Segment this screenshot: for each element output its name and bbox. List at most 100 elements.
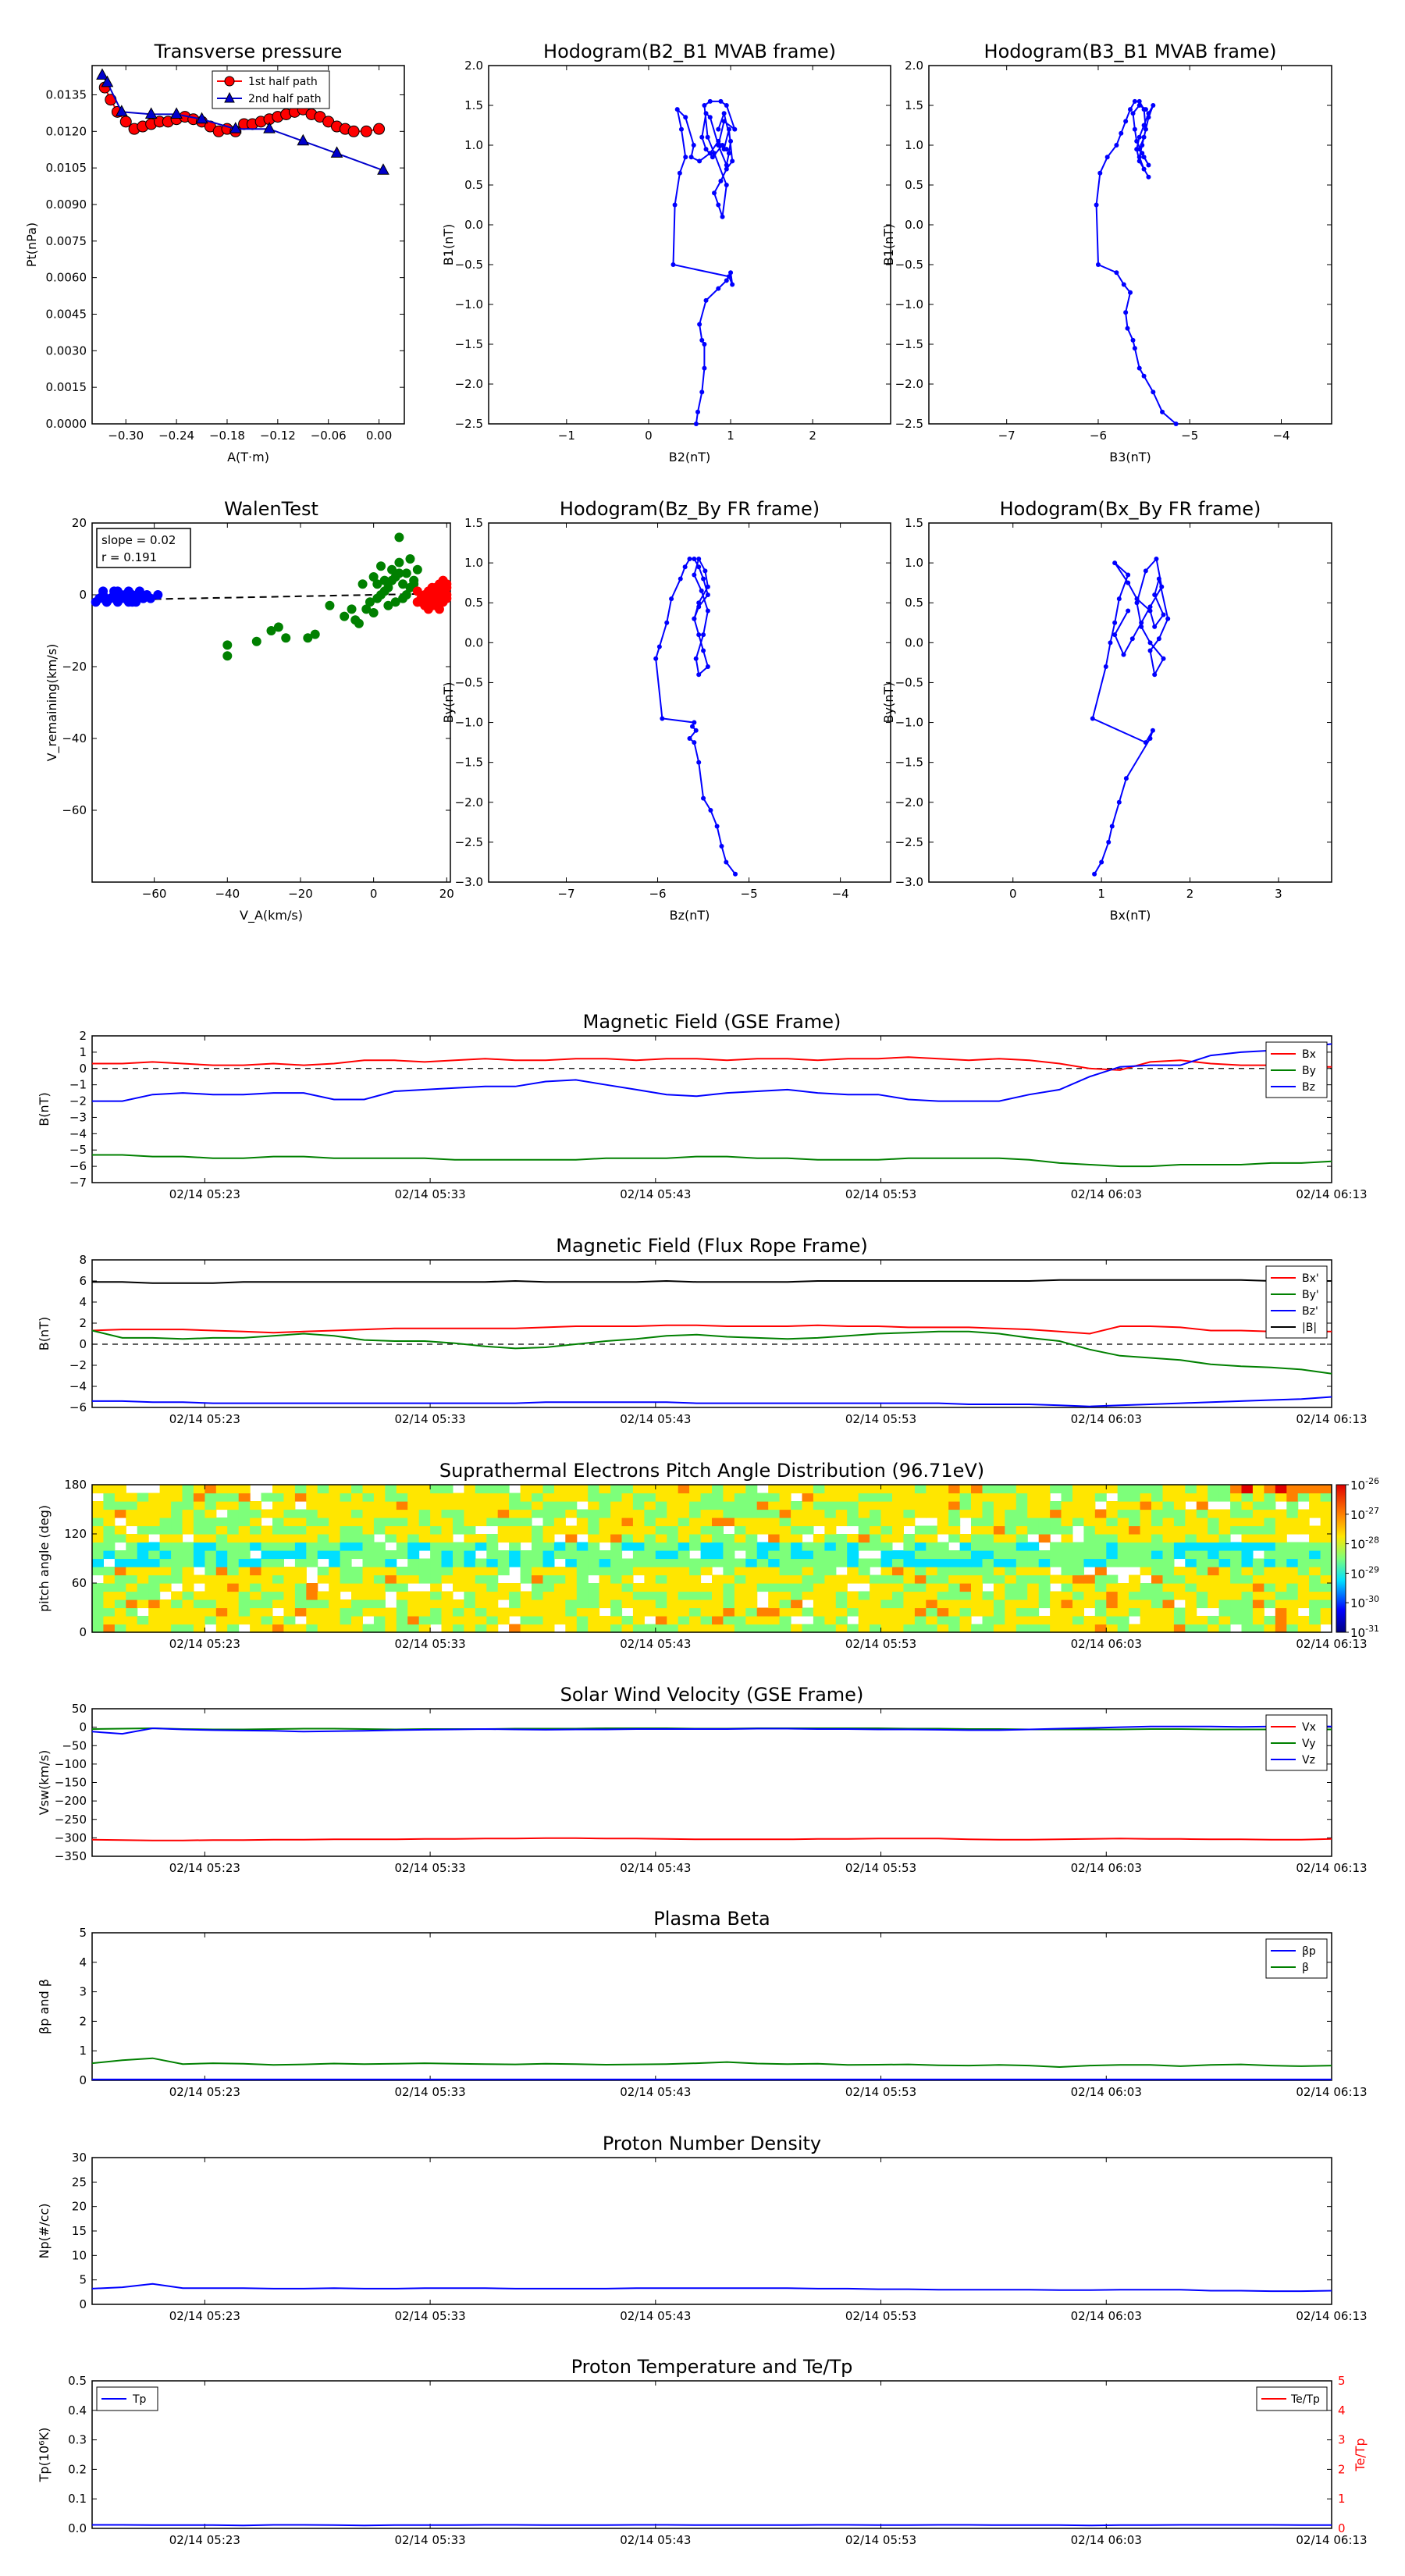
pad-cell [813,1567,825,1576]
hodogram-bx-by-ytick-label: −2.0 [895,795,923,809]
walen-point-series-1 [394,568,404,578]
pad-cell [745,1534,758,1543]
pad-cell [1050,1607,1062,1617]
pad-cell [937,1517,949,1527]
hodogram-b3-b1-point [1128,107,1133,112]
pad-cell [1264,1493,1276,1502]
pad-cell [1151,1591,1163,1600]
hodogram-b3-b1-point [1146,111,1151,116]
pad-cell [103,1550,116,1560]
pad-cell [1162,1591,1175,1600]
pad-cell [768,1542,781,1551]
pad-cell [103,1517,116,1527]
pad-cell [937,1542,949,1551]
pad-cell [1151,1558,1163,1567]
mag-gse-ytick-label: −4 [69,1126,87,1140]
pad-cell [272,1525,284,1535]
pad-cell [1185,1509,1197,1518]
pad-cell [847,1485,859,1494]
pad-cell [137,1558,149,1567]
pad-cell [835,1509,848,1518]
walen-point-series-1 [379,586,389,596]
pad-cell [644,1583,656,1592]
pad-cell [1061,1583,1073,1592]
pad-cell [317,1607,329,1617]
pad-cell [486,1583,499,1592]
pad-cell [227,1583,240,1592]
pad-cell [712,1591,724,1600]
pad-cell [114,1493,126,1502]
pad-cell [542,1574,555,1584]
pad-cell [1252,1599,1264,1609]
pad-cell [509,1624,521,1633]
pad-cell [532,1485,543,1494]
pad-cell [1106,1509,1119,1518]
sw-velocity-ytick-label: −150 [55,1776,87,1790]
pad-cell [745,1517,758,1527]
pad-cell [667,1534,679,1543]
pad-cell [1027,1550,1040,1560]
pad-cell [791,1542,803,1551]
pad-cell [497,1607,510,1617]
pad-cell [813,1607,825,1617]
pad-cell [1297,1493,1310,1502]
pad-cell [948,1591,961,1600]
pad-xtick-label: 02/14 05:33 [394,1637,465,1651]
pad-cell [509,1550,521,1560]
pad-cell [385,1624,397,1633]
mag-fr-ytick-label: 6 [79,1274,87,1288]
pad-cell [1005,1534,1017,1543]
hodogram-bz-by-point [682,564,688,570]
pad-cell [870,1624,882,1633]
pad-cell [824,1574,837,1584]
hodogram-bx-by-point [1112,632,1118,638]
pad-cell [486,1616,499,1625]
pad-cell [114,1616,126,1625]
pad-cell [700,1542,713,1551]
pad-cell [306,1583,318,1592]
pad-cell [340,1493,352,1502]
pad-cell [1297,1517,1310,1527]
pad-cell [914,1599,927,1609]
pad-cell [599,1574,611,1584]
pad-cell [565,1534,578,1543]
hodogram-b2-b1-point [677,170,682,176]
mag-gse-ytick-label: −2 [69,1094,87,1108]
pad-cell [1275,1550,1287,1560]
plasma-beta-ytick-label: 3 [79,1985,87,1999]
hodogram-b2-b1-point [702,365,707,371]
pad-cell [835,1616,848,1625]
pad-cell [407,1525,420,1535]
pad-cell [340,1583,352,1592]
pad-cell [892,1616,904,1625]
pad-cell [1129,1624,1141,1633]
pad-cell [1151,1501,1163,1510]
pad-cell [1038,1624,1051,1633]
pad-cell [813,1624,825,1633]
transverse-pressure-plot-frame [91,65,405,425]
pad-cell [644,1591,656,1600]
pad-cell [914,1558,927,1567]
pad-cell [126,1509,138,1518]
pad-cell [1005,1501,1017,1510]
pad-cell [971,1591,983,1600]
hodogram-bz-by-xlabel: Bz(nT) [670,908,710,923]
pad-cell [779,1616,791,1625]
pad-cell [351,1517,363,1527]
pad-cell [903,1574,916,1584]
pad-cell [824,1599,837,1609]
pad-cell [982,1485,994,1494]
pad-cell [588,1616,600,1625]
pad-cell [644,1542,656,1551]
hodogram-b3-b1-point [1132,98,1137,104]
pad-cell [340,1607,352,1617]
pad-cell [621,1509,634,1518]
hodogram-b2-b1-point [699,134,705,140]
pad-cell [171,1607,183,1617]
pad-cell [678,1509,690,1518]
sw-velocity-ylabel: Vsw(km/s) [37,1750,52,1815]
mag-gse-legend-label: Bz [1302,1081,1315,1094]
pad-cell [1117,1583,1129,1592]
pad-cell [892,1607,904,1617]
transverse-pressure-xtick-label: −0.18 [209,429,245,443]
